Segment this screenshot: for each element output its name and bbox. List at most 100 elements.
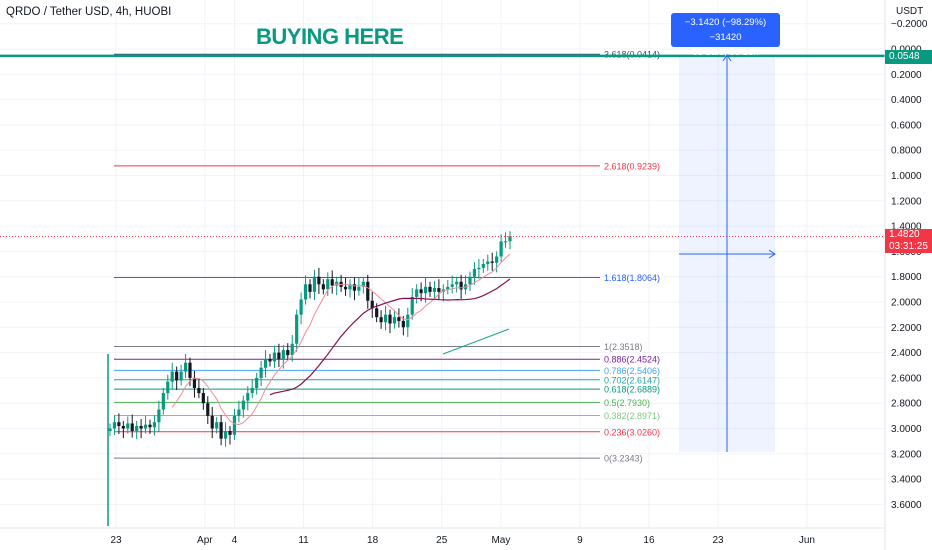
candle-body [410,296,414,315]
currency-label[interactable]: USDT [896,6,924,17]
time-tick-label: 25 [436,535,448,546]
candle-body [246,393,250,401]
candle-body [210,415,214,429]
candle-body [268,358,272,362]
candle-body [277,352,281,359]
candle-body [446,286,450,290]
candle-body [152,422,157,428]
fib-level-label: 0.236(3.0260) [604,427,660,437]
candle-body [450,284,454,287]
candle-body [259,367,263,378]
candle-body [370,300,374,309]
candle-body [379,317,383,323]
candle-body [139,425,143,429]
candle-body [495,256,499,263]
candle-body [299,299,303,315]
time-tick-label: Jun [799,535,815,546]
candle-body [108,428,112,432]
candle-body [312,276,317,292]
candle-body [121,425,125,429]
candle-body [383,314,388,323]
price-tick-label: 0.4000 [891,95,922,106]
candle-body [281,350,285,359]
moving-average-slow [269,278,511,396]
price-tick-label: 0.6000 [891,120,922,131]
candle-body [308,284,312,292]
price-tick-label: 2.2000 [891,323,922,334]
candle-body [263,358,268,368]
price-tick-label: 3.0000 [891,424,922,435]
measure-bars: 58 bars, 9d 16h [692,47,759,58]
overlay-drawings [0,54,885,452]
candle-body [388,314,392,324]
candle-body [272,352,277,362]
candle-body [317,276,321,285]
candle-body [343,286,348,290]
fib-level-label: 1(2.3518) [604,342,643,352]
candle-body [499,241,503,257]
candle-body [481,264,485,268]
candle-body [241,400,245,410]
candle-body [179,371,183,381]
candle-body [397,317,401,321]
candle-body [188,362,192,378]
trend-segment [442,328,510,355]
symbol-title: QRDO / Tether USD, 4h, HUOBI [6,6,172,18]
time-tick-label: 16 [643,535,655,546]
candle-body [508,236,512,242]
candle-body [455,281,459,285]
candle-body [468,276,472,285]
fib-level-label: 2.618(0.9239) [604,161,660,171]
candle-body [112,422,117,429]
candle-body [352,284,357,291]
last-price: 1.4820 [889,229,920,240]
candle-body [490,261,494,263]
measure-change: −3.1420 (−98.29%) −31420 [684,17,767,43]
price-tick-label: 3.2000 [891,449,922,460]
fib-level-label: 0.786(2.5406) [604,366,660,376]
candle-body [232,415,237,435]
candle-body [437,288,441,292]
candle-body [330,279,334,286]
time-tick-label: 4 [232,535,238,546]
candle-body [148,424,152,428]
candle-body [237,409,241,416]
candle-body [401,320,405,328]
candle-body [348,284,352,290]
candle-body [166,381,170,394]
candle-body [472,269,477,277]
time-tick-label: May [491,535,510,546]
candle-body [223,431,228,439]
candle-body [366,281,370,301]
moving-average-fast [171,253,511,426]
price-tick-label: −0.2000 [891,19,928,30]
horizontal-line-price-tag: 0.0548 [885,50,932,64]
candle-body [130,423,134,432]
candle-body [201,393,205,404]
fib-level-label: 0(3.2343) [604,454,643,464]
candle-body [161,393,165,410]
candle-body [303,284,308,300]
bar-countdown: 03:31:25 [889,241,928,252]
measure-arrow-head-up [722,54,732,62]
candle-body [423,286,428,294]
fib-level-label: 0.618(2.6889) [604,385,660,395]
fib-level-label: 0.5(2.7930) [604,398,650,408]
measure-arrow-head-right [768,249,776,259]
time-tick-label: 23 [110,535,122,546]
candle-body [286,350,290,356]
price-tick-label: 2.4000 [891,348,922,359]
candle-body [428,286,432,292]
candle-body [419,289,423,294]
buying-here-annotation: BUYING HERE [256,24,404,49]
candle-body [206,403,210,416]
candle-body [432,288,437,292]
fib-level-label: 0.886(2.4524) [604,355,660,365]
candle-body [170,371,174,382]
candle-body [117,422,121,426]
candle-body [228,431,232,435]
price-tick-label: 1.2000 [891,196,922,207]
candle-body [375,308,379,318]
